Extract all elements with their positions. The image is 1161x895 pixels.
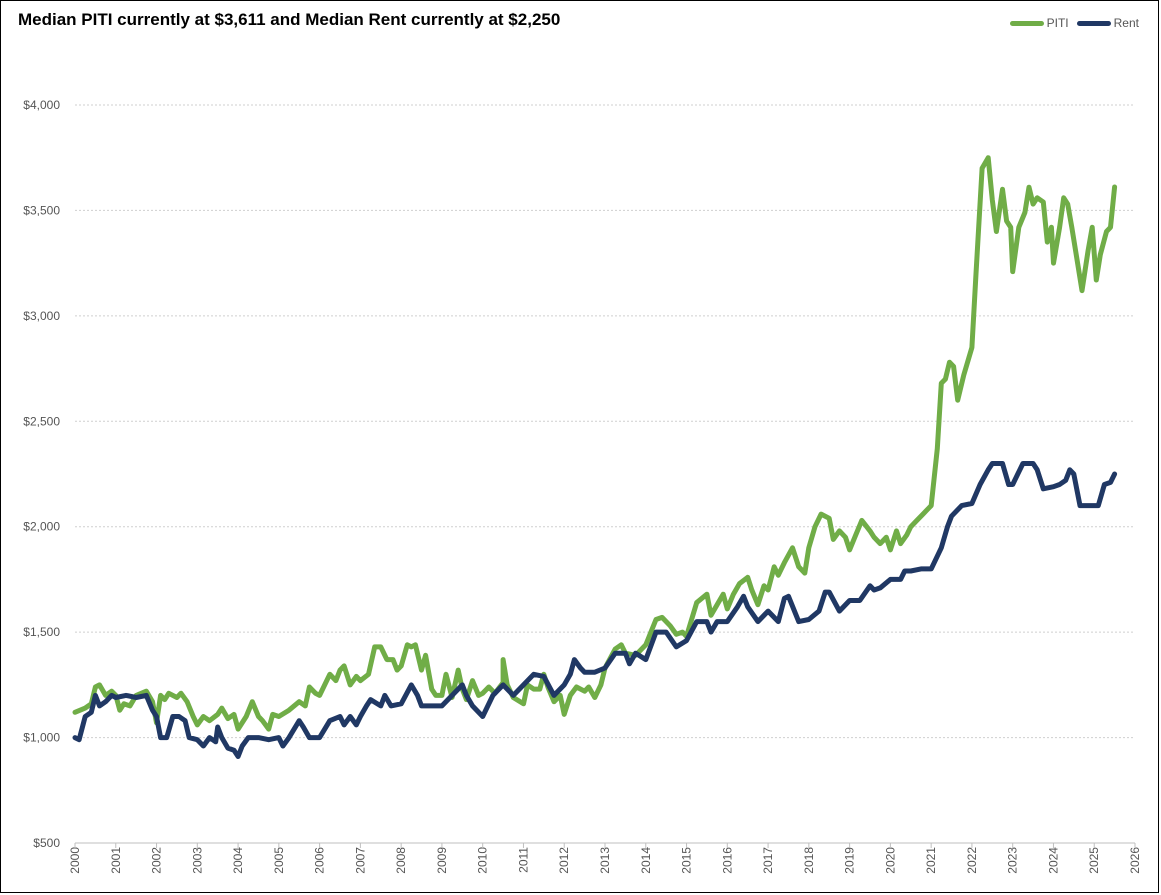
x-tick-label: 2007	[353, 847, 367, 874]
y-tick-label: $1,500	[23, 625, 60, 639]
chart-legend: PITI Rent	[1009, 16, 1139, 30]
x-axis	[74, 842, 1136, 848]
x-tick-label: 2019	[843, 847, 857, 874]
legend-swatch-rent	[1076, 20, 1111, 26]
y-tick-label: $4,000	[23, 98, 60, 112]
y-tick-label: $3,500	[23, 203, 60, 217]
x-tick-label: 2026	[1128, 847, 1142, 874]
x-tick-label: 2006	[313, 847, 327, 874]
y-tick-label: $1,000	[23, 731, 60, 745]
x-tick-label: 2010	[476, 847, 490, 874]
x-tick-label: 2011	[516, 847, 530, 873]
y-tick-label: $3,000	[23, 309, 60, 323]
x-tick-label: 2023	[1006, 847, 1020, 874]
gridlines	[75, 104, 1135, 739]
x-tick-label: 2021	[924, 847, 938, 874]
x-tick-label: 2003	[190, 847, 204, 874]
legend-item-rent: Rent	[1076, 16, 1139, 30]
x-tick-label: 2022	[965, 847, 979, 874]
x-tick-label: 2024	[1046, 847, 1060, 874]
x-tick-label: 2002	[150, 847, 164, 874]
x-tick-label: 2014	[639, 847, 653, 874]
x-axis-labels: 2000 2001 2002 2003 2004 2005 2006 2007 2008 2009…	[68, 847, 1142, 874]
series-line-piti	[72, 155, 1118, 732]
chart-title: Median PITI currently at $3,611 and Medi…	[18, 10, 561, 29]
x-tick-label: 2005	[272, 847, 286, 874]
x-tick-label: 2020	[883, 847, 897, 874]
series-line-rent	[72, 461, 1118, 759]
x-tick-label: 2013	[598, 847, 612, 874]
y-tick-label: $2,000	[23, 520, 60, 534]
x-tick-label: 2008	[394, 847, 408, 874]
series-lines	[72, 155, 1118, 759]
x-tick-label: 2012	[557, 847, 571, 874]
legend-item-piti: PITI	[1009, 16, 1069, 30]
y-tick-label: $500	[33, 836, 60, 850]
legend-swatch-piti	[1009, 20, 1044, 26]
x-tick-label: 2017	[761, 847, 775, 874]
x-tick-label: 2001	[109, 847, 123, 874]
x-tick-label: 2016	[720, 847, 734, 874]
legend-label-piti: PITI	[1046, 16, 1069, 30]
legend-label-rent: Rent	[1113, 16, 1139, 30]
x-tick-label: 2004	[231, 847, 245, 874]
x-tick-label: 2018	[802, 847, 816, 874]
x-tick-label: 2025	[1087, 847, 1101, 874]
x-tick-label: 2009	[435, 847, 449, 874]
y-tick-label: $2,500	[23, 414, 60, 428]
x-tick-label: 2000	[68, 847, 82, 874]
x-tick-label: 2015	[680, 847, 694, 874]
y-axis-labels: $500 $1,000 $1,500 $2,000 $2,500 $3,000 $3,500…	[23, 98, 60, 850]
